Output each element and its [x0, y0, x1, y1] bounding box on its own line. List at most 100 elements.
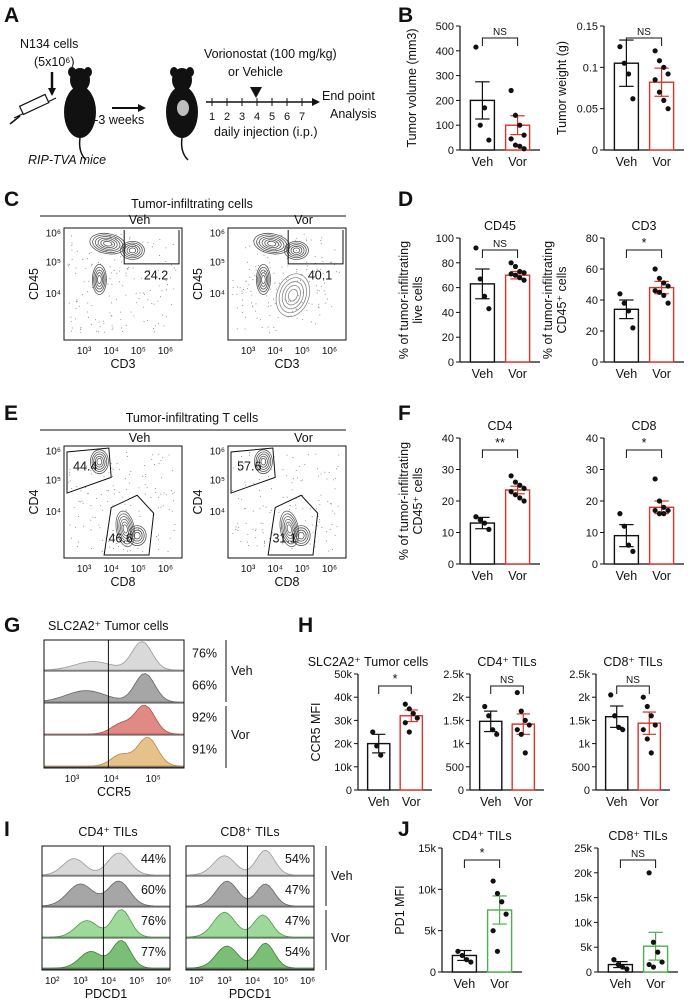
- x-tick-label: Vor: [402, 795, 421, 809]
- contour-ring: [126, 245, 139, 255]
- panel-g-histograms: 76% 66% 92% 91% Veh Vor 10³ 10⁴ 10⁵ CCR5: [43, 639, 253, 799]
- y-tick-label: 10k: [334, 762, 352, 774]
- event-dot: [247, 288, 249, 290]
- event-dot: [258, 241, 260, 243]
- data-point: [648, 750, 654, 756]
- event-dot: [91, 263, 93, 265]
- event-dot: [86, 465, 88, 467]
- panel-letter-e: E: [4, 402, 18, 425]
- chart-title: CD8⁺ TILs: [608, 829, 667, 843]
- event-dot: [306, 269, 308, 271]
- panel-i-histograms: 44% 60% 76% 77% 10² 10³ 10⁴ 10⁵ 10⁶ PDCD1 54% 47% 47…: [41, 845, 353, 1001]
- y-tick-label: 50k: [334, 669, 352, 681]
- y-tick-label: 5k: [424, 926, 436, 938]
- event-dot: [303, 233, 305, 235]
- event-dot: [142, 475, 144, 477]
- significance-label: *: [480, 846, 485, 860]
- event-dot: [99, 527, 101, 529]
- x-tick-label: Vor: [490, 977, 509, 991]
- data-point: [630, 96, 636, 102]
- event-dot: [162, 505, 164, 507]
- data-point: [652, 77, 658, 83]
- event-dot: [108, 295, 110, 297]
- event-dot: [165, 279, 167, 281]
- group-label: Vor: [231, 728, 250, 742]
- event-dot: [90, 519, 92, 521]
- event-dot: [75, 272, 77, 274]
- event-dot: [289, 509, 291, 511]
- event-dot: [70, 321, 72, 323]
- event-dot: [292, 310, 294, 312]
- event-dot: [67, 265, 69, 267]
- event-dot: [157, 539, 159, 541]
- significance-bracket: [625, 249, 663, 258]
- event-dot: [109, 312, 111, 314]
- event-dot: [286, 496, 288, 498]
- chart-title: SLC2A2⁺ Tumor cells: [308, 655, 429, 669]
- data-point: [481, 520, 488, 526]
- event-dot: [311, 524, 313, 526]
- data-point: [656, 275, 663, 281]
- panel-i-title-cd4: CD4⁺ TILs: [78, 825, 137, 839]
- contour-ring: [128, 247, 137, 254]
- data-point: [646, 870, 652, 876]
- event-dot: [167, 283, 169, 285]
- data-point: [486, 713, 492, 719]
- data-point: [477, 517, 483, 523]
- data-point: [621, 60, 627, 66]
- x-tick-label: 10⁶: [322, 346, 337, 357]
- data-point: [650, 964, 657, 970]
- histogram-frame: [43, 639, 185, 769]
- data-point: [655, 949, 661, 955]
- histogram-frame: [185, 845, 315, 971]
- event-dot: [120, 256, 122, 258]
- event-dot: [112, 530, 114, 532]
- daily-label: daily injection (i.p.): [214, 125, 318, 139]
- event-dot: [90, 252, 92, 254]
- x-tick-label: 10²: [45, 976, 60, 987]
- contour-ring: [94, 455, 104, 468]
- event-dot: [159, 238, 161, 240]
- contour-ring: [95, 272, 103, 287]
- event-dot: [165, 289, 167, 291]
- contour-ring: [93, 453, 106, 470]
- event-dot: [252, 305, 254, 307]
- syringe-icon: [9, 93, 57, 125]
- data-point: [517, 495, 523, 501]
- event-dot: [257, 243, 259, 245]
- y-tick-label: 1k: [452, 739, 464, 751]
- event-dot: [255, 537, 257, 539]
- data-point: [625, 308, 632, 314]
- event-dot: [120, 327, 122, 329]
- event-dot: [125, 272, 127, 274]
- event-dot: [242, 289, 244, 291]
- event-dot: [145, 476, 147, 478]
- event-dot: [255, 303, 257, 305]
- cd4-histograms: 44% 60% 76% 77% 10² 10³ 10⁴ 10⁵ 10⁶ PDCD1: [41, 845, 171, 1001]
- event-dot: [313, 276, 315, 278]
- event-dot: [232, 287, 234, 289]
- event-dot: [81, 294, 83, 296]
- event-dot: [249, 245, 251, 247]
- data-point: [490, 928, 496, 934]
- data-point: [621, 300, 627, 306]
- event-dot: [319, 314, 321, 316]
- event-dot: [255, 310, 257, 312]
- event-dot: [301, 319, 303, 321]
- event-dot: [338, 271, 340, 273]
- y-tick-label: 5k: [580, 942, 592, 954]
- event-dot: [79, 501, 81, 503]
- event-dot: [70, 537, 72, 539]
- contour-ring: [261, 237, 282, 250]
- panel-a: A N134 cells (5x10⁶) ~2-3 weeks RIP-TVA …: [4, 4, 377, 167]
- y-tick-label: 1.5k: [569, 715, 590, 727]
- event-dot: [90, 529, 92, 531]
- data-point: [656, 58, 663, 64]
- y-tick-label: 10⁶: [210, 446, 225, 457]
- panel-c: Tumor-infiltrating cells 24.2 Veh 10³ 10⁴ 10…: [27, 197, 347, 371]
- event-dot: [258, 489, 260, 491]
- cells-label: N134 cells: [20, 37, 78, 51]
- y-tick-label: 500: [436, 21, 454, 33]
- x-tick-label: 10³: [73, 976, 88, 987]
- event-dot: [291, 489, 293, 491]
